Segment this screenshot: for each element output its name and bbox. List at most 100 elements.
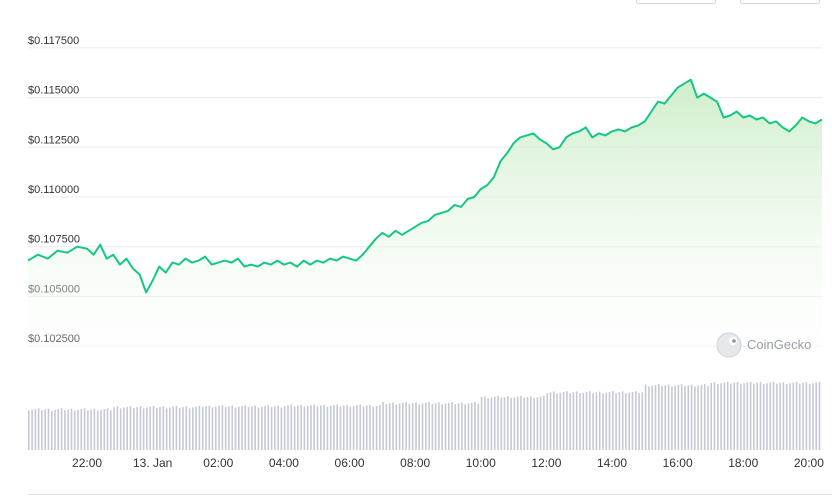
volume-bar bbox=[277, 405, 279, 450]
y-tick-label: $0.117500 bbox=[28, 35, 79, 47]
volume-bar bbox=[418, 404, 420, 450]
volume-bar bbox=[287, 405, 289, 450]
volume-bar bbox=[730, 383, 732, 450]
volume-bar bbox=[612, 391, 614, 450]
volume-bar bbox=[717, 384, 719, 450]
volume-bar bbox=[251, 406, 253, 450]
volume-bar bbox=[313, 404, 315, 450]
volume-bar bbox=[779, 382, 781, 450]
price-series bbox=[27, 78, 823, 294]
volume-bar bbox=[687, 385, 690, 450]
volume-bar bbox=[520, 395, 522, 450]
x-tick-label: 22:00 bbox=[72, 456, 102, 470]
volume-bar bbox=[484, 396, 486, 450]
volume-bar bbox=[185, 406, 188, 450]
volume-bar bbox=[457, 403, 460, 450]
volume-bar bbox=[671, 386, 673, 450]
volume-bar bbox=[618, 392, 621, 450]
volume-bar bbox=[759, 382, 762, 450]
y-tick-label: $0.112500 bbox=[28, 134, 79, 146]
volume-bar bbox=[93, 408, 96, 450]
volume-bar bbox=[310, 405, 312, 450]
volume-bar bbox=[421, 403, 424, 450]
volume-bar bbox=[500, 397, 503, 450]
volume-bar bbox=[621, 391, 624, 450]
volume-bar bbox=[743, 383, 745, 450]
volume-bar bbox=[405, 402, 407, 450]
price-line bbox=[27, 78, 823, 294]
volume-bar bbox=[146, 407, 148, 450]
volume-bar bbox=[566, 391, 568, 450]
volume-bar bbox=[388, 403, 391, 450]
volume-bar bbox=[592, 393, 594, 450]
volume-bar bbox=[320, 405, 322, 450]
volume-bar bbox=[680, 384, 683, 450]
volume-bar bbox=[110, 410, 112, 450]
volume-bar bbox=[536, 397, 539, 451]
volume-bar bbox=[346, 404, 348, 450]
volume-bar bbox=[80, 409, 83, 451]
volume-bar bbox=[589, 391, 591, 450]
volume-bar bbox=[762, 384, 765, 450]
volume-bar bbox=[254, 405, 256, 450]
volume-bar bbox=[129, 405, 132, 450]
volume-bar bbox=[37, 408, 40, 450]
volume-bar bbox=[221, 405, 224, 450]
x-tick-label: 02:00 bbox=[203, 456, 233, 470]
volume-bar bbox=[280, 407, 283, 450]
volume-bar bbox=[234, 407, 237, 450]
volume-bar bbox=[359, 404, 361, 450]
volume-bar bbox=[182, 407, 184, 450]
volume-bar bbox=[713, 382, 716, 450]
volume-bar bbox=[41, 410, 43, 450]
volume-bar bbox=[428, 402, 430, 450]
volume-bar bbox=[165, 408, 168, 450]
volume-bar bbox=[60, 408, 63, 450]
volume-bar bbox=[549, 392, 552, 450]
volume-bar bbox=[316, 406, 319, 450]
volume-bar bbox=[772, 381, 775, 451]
volume-bar bbox=[628, 392, 630, 450]
volume-bar bbox=[694, 386, 696, 450]
volume-bar bbox=[274, 406, 276, 450]
volume-bar bbox=[510, 398, 512, 450]
volume-bar bbox=[411, 403, 414, 450]
volume-bar bbox=[31, 409, 33, 450]
volume-bar bbox=[674, 385, 676, 450]
volume-bar bbox=[211, 407, 214, 450]
volume-bar bbox=[746, 382, 749, 450]
volume-bar bbox=[51, 410, 53, 450]
volume-bar bbox=[116, 406, 119, 450]
range-button[interactable] bbox=[636, 0, 716, 4]
volume-bar bbox=[398, 403, 401, 450]
volume-bar bbox=[290, 404, 293, 450]
volume-bar bbox=[261, 406, 263, 450]
y-tick-label: $0.115000 bbox=[28, 85, 79, 97]
y-tick-label: $0.110000 bbox=[28, 184, 79, 196]
volume-bar bbox=[142, 408, 145, 450]
volume-bar bbox=[238, 406, 240, 450]
volume-bar bbox=[103, 409, 106, 451]
volume-bar bbox=[73, 410, 76, 450]
volume-bar bbox=[96, 410, 99, 450]
volume-bar bbox=[553, 391, 555, 450]
volume-bar bbox=[47, 408, 50, 450]
volume-bar bbox=[303, 406, 306, 450]
x-tick-label: 14:00 bbox=[597, 456, 627, 470]
range-button[interactable] bbox=[740, 0, 820, 4]
volume-bar bbox=[208, 405, 211, 450]
volume-bar bbox=[215, 406, 217, 450]
x-tick-label: 20:00 bbox=[794, 456, 824, 470]
x-tick-label: 08:00 bbox=[400, 456, 430, 470]
volume-bar bbox=[782, 382, 785, 450]
volume-bar bbox=[556, 393, 558, 450]
volume-bar bbox=[90, 409, 92, 450]
volume-bar bbox=[402, 402, 404, 450]
volume-bar bbox=[434, 403, 437, 450]
volume-bar bbox=[753, 383, 755, 450]
volume-bar bbox=[133, 407, 135, 450]
volume-bar bbox=[658, 384, 660, 450]
volume-bar bbox=[392, 402, 394, 450]
volume-bar bbox=[615, 393, 617, 450]
